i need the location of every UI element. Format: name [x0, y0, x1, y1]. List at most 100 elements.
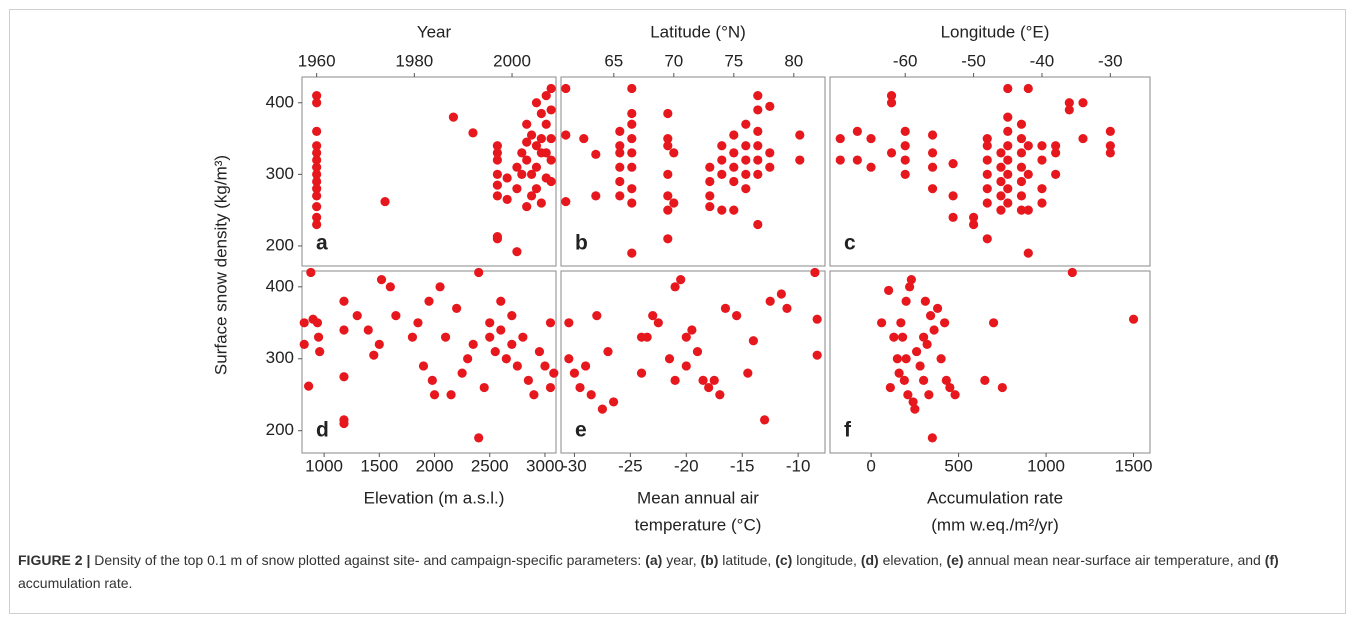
x-tick-label: -15	[730, 456, 755, 475]
point	[581, 361, 591, 371]
point	[541, 119, 551, 129]
point	[485, 332, 495, 342]
x-axis-label: Mean annual air	[637, 488, 759, 507]
point	[968, 219, 979, 230]
point	[376, 275, 387, 285]
x-tick-label: -25	[618, 456, 643, 475]
point	[1023, 83, 1033, 94]
panel-frame	[301, 270, 557, 454]
point	[1003, 198, 1013, 208]
point	[982, 169, 992, 179]
panel-label: a	[316, 232, 328, 255]
point	[522, 119, 532, 129]
y-tick-label: 400	[266, 92, 294, 111]
point	[741, 169, 751, 179]
point	[512, 361, 522, 371]
point	[729, 205, 739, 215]
point	[906, 275, 916, 285]
point	[564, 354, 574, 364]
point	[950, 390, 960, 400]
point	[669, 148, 679, 158]
point	[929, 325, 939, 335]
point	[996, 162, 1006, 172]
x-tick-label: 80	[784, 51, 803, 70]
point	[877, 318, 887, 328]
point	[663, 234, 673, 244]
point	[885, 382, 895, 393]
point	[541, 148, 551, 158]
x-tick-label: -40	[1030, 51, 1055, 70]
point	[980, 375, 990, 385]
point	[529, 390, 539, 400]
point	[886, 148, 897, 158]
point	[894, 368, 904, 378]
point	[492, 141, 502, 151]
point	[457, 368, 467, 378]
point	[597, 404, 607, 414]
point	[312, 148, 322, 158]
point	[835, 133, 845, 144]
point	[546, 83, 556, 94]
point	[615, 126, 625, 137]
point	[692, 346, 703, 357]
x-axis-label: Latitude (°N)	[650, 22, 746, 41]
point	[982, 234, 992, 244]
point	[705, 162, 715, 172]
point	[615, 148, 625, 158]
point	[968, 212, 979, 222]
caption-text: Density of the top 0.1 m of snow plotted…	[90, 552, 646, 568]
caption-text: longitude,	[792, 552, 861, 568]
x-tick-label: 1980	[395, 51, 433, 70]
point	[627, 248, 637, 258]
point	[729, 162, 739, 172]
point	[522, 137, 532, 147]
point	[919, 375, 929, 385]
x-axis-label: temperature (°C)	[635, 515, 762, 534]
point	[531, 162, 542, 172]
x-tick-label: 1500	[1115, 456, 1153, 475]
point	[982, 133, 992, 144]
point	[996, 176, 1006, 187]
point	[569, 368, 580, 378]
point	[512, 247, 522, 257]
point	[561, 196, 571, 207]
point	[900, 126, 910, 137]
point	[312, 318, 323, 328]
point	[753, 155, 763, 165]
point	[474, 433, 484, 443]
point	[927, 184, 938, 194]
point	[299, 339, 309, 349]
point	[1105, 141, 1115, 151]
point	[545, 318, 556, 328]
point	[496, 325, 506, 335]
point	[1051, 141, 1061, 151]
point	[352, 311, 362, 321]
point	[945, 382, 955, 393]
panel-label: e	[575, 419, 587, 442]
point	[709, 375, 719, 385]
point	[591, 149, 601, 159]
point	[536, 108, 546, 119]
point	[687, 325, 697, 335]
point	[615, 191, 625, 201]
caption-text: (e)	[946, 552, 964, 568]
caption-text: (d)	[860, 552, 879, 568]
point	[715, 390, 725, 400]
x-tick-label: 2000	[493, 51, 531, 70]
x-tick-label: -20	[674, 456, 699, 475]
point	[492, 155, 502, 165]
point	[670, 282, 680, 292]
point	[948, 191, 958, 201]
point	[920, 296, 930, 306]
point	[545, 382, 556, 393]
x-tick-label: 1000	[1027, 456, 1065, 475]
point	[312, 98, 322, 108]
point	[507, 339, 517, 349]
x-axis-label: (mm w.eq./m²/yr)	[931, 515, 1059, 534]
panel-frame	[829, 76, 1151, 267]
point	[1037, 198, 1047, 208]
point	[312, 184, 322, 194]
point	[502, 173, 512, 183]
point	[1003, 155, 1013, 165]
point	[982, 155, 992, 165]
